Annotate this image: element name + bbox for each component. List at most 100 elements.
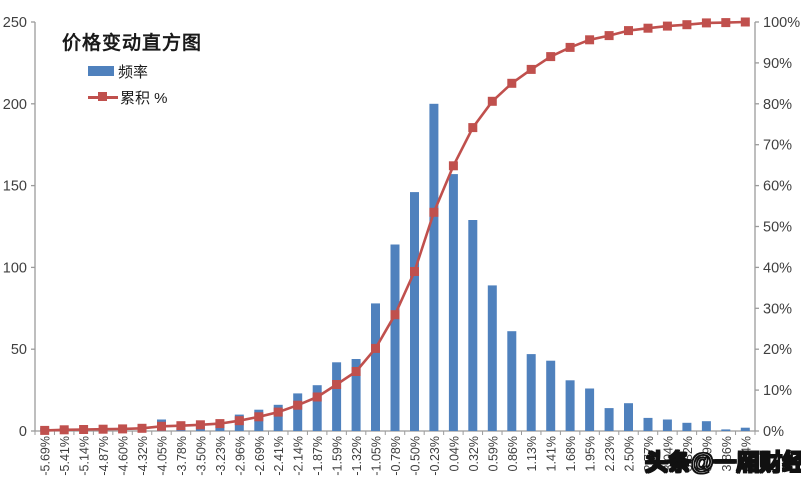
x-tick-label: -3.78%: [175, 436, 189, 476]
cumulative-marker: [118, 424, 128, 434]
cumulative-marker: [546, 52, 556, 62]
cumulative-marker: [215, 419, 225, 429]
cumulative-marker: [604, 31, 614, 41]
cumulative-marker: [526, 64, 536, 74]
cumulative-marker: [701, 18, 711, 28]
x-tick-label: -3.50%: [194, 436, 208, 476]
x-tick-label: 3.59%: [700, 436, 714, 471]
x-tick-label: -1.32%: [350, 436, 364, 476]
x-tick-label: 0.04%: [447, 436, 461, 471]
right-axis-tick-label: 40%: [763, 260, 792, 276]
x-tick-label: 1.41%: [545, 436, 559, 471]
x-tick-label: -2.69%: [253, 436, 267, 476]
x-tick-label: -0.50%: [409, 436, 423, 476]
cumulative-marker: [59, 425, 69, 435]
cumulative-marker: [643, 23, 653, 33]
cumulative-marker: [40, 425, 50, 435]
frequency-bar: [312, 385, 322, 431]
cumulative-marker: [624, 26, 633, 36]
cumulative-swatch-marker: [98, 92, 107, 101]
cumulative-marker: [332, 380, 342, 389]
frequency-bar: [604, 408, 614, 431]
right-axis-tick-label: 100%: [763, 15, 800, 31]
frequency-bar: [429, 103, 439, 432]
watermark: 头条@一厢财经: [644, 448, 801, 475]
right-axis-tick-label: 60%: [763, 179, 792, 195]
x-tick-label: -5.14%: [78, 436, 92, 476]
cumulative-marker: [371, 343, 380, 353]
left-axis-tick-label: 150: [3, 179, 27, 195]
frequency-bar: [351, 359, 361, 431]
cumulative-marker: [565, 42, 575, 52]
frequency-bar: [624, 403, 633, 431]
frequency-bar: [740, 427, 750, 431]
cumulative-marker: [662, 21, 672, 31]
x-tick-label: 0.59%: [486, 436, 500, 471]
x-tick-label: -4.05%: [156, 436, 170, 476]
x-tick-label: -4.60%: [117, 436, 131, 476]
legend: 频率 累积 %: [88, 60, 168, 112]
left-axis-tick-label: 250: [3, 15, 27, 31]
x-tick-label: 2.50%: [623, 436, 637, 471]
x-tick-label: 2.23%: [603, 436, 617, 471]
x-tick-label: -1.87%: [311, 436, 325, 476]
x-tick-label: 1.13%: [525, 436, 539, 471]
x-tick-label: -5.69%: [39, 436, 53, 476]
x-tick-label: 1.68%: [564, 436, 578, 471]
left-axis-tick-label: 50: [11, 342, 27, 358]
frequency-bar: [721, 429, 731, 431]
cumulative-marker: [273, 407, 283, 417]
left-axis-tick-label: 100: [3, 260, 27, 276]
cumulative-marker: [176, 421, 186, 431]
frequency-bar: [546, 360, 556, 431]
cumulative-marker: [682, 20, 692, 30]
right-axis-tick-label: 90%: [763, 56, 792, 72]
legend-frequency-label: 频率: [118, 63, 149, 81]
cumulative-marker: [390, 310, 400, 320]
cumulative-marker: [234, 416, 244, 426]
x-tick-label: -0.78%: [389, 436, 403, 476]
cumulative-marker: [195, 420, 205, 430]
right-axis-tick-label: 20%: [763, 342, 792, 358]
right-axis-tick-label: 80%: [763, 97, 792, 113]
x-tick-label: -4.32%: [136, 436, 150, 476]
x-tick-label: 0.86%: [506, 436, 520, 471]
cumulative-marker: [507, 78, 517, 88]
legend-cumulative-label: 累积 %: [120, 89, 168, 107]
cumulative-marker: [351, 367, 361, 376]
frequency-bar: [371, 303, 380, 431]
cumulative-marker: [448, 161, 458, 171]
cumulative-marker: [254, 412, 264, 422]
x-tick-label: 0.32%: [467, 436, 481, 471]
legend-item-frequency: 频率: [88, 60, 168, 82]
cumulative-marker: [137, 423, 147, 433]
x-tick-label: 1.95%: [584, 436, 598, 471]
legend-item-cumulative: 累积 %: [88, 86, 168, 108]
cumulative-marker: [740, 17, 750, 27]
cumulative-marker: [98, 424, 108, 434]
right-axis-tick-label: 70%: [763, 138, 792, 154]
cumulative-marker: [312, 392, 322, 402]
frequency-bar: [662, 419, 672, 431]
chart-title: 价格变动直方图: [62, 33, 203, 54]
frequency-bar: [390, 244, 400, 431]
x-tick-label: 3.04%: [661, 436, 675, 471]
x-tick-label: -1.59%: [331, 436, 345, 476]
right-axis-tick-label: 50%: [763, 220, 792, 236]
x-tick-label: -2.14%: [292, 436, 306, 476]
x-tick-label: -2.96%: [233, 436, 247, 476]
cumulative-marker: [721, 18, 731, 28]
frequency-bar: [565, 380, 575, 431]
cumulative-marker: [410, 267, 419, 276]
frequency-bar: [468, 220, 478, 431]
frequency-bar: [682, 422, 692, 431]
right-axis-tick-label: 0%: [763, 424, 784, 440]
x-tick-label: -3.23%: [214, 436, 228, 476]
frequency-bar: [293, 393, 303, 431]
cumulative-marker: [157, 421, 166, 431]
left-axis-tick-label: 0: [19, 424, 27, 440]
x-tick-label: 2.77%: [642, 436, 656, 471]
cumulative-marker: [585, 35, 595, 45]
